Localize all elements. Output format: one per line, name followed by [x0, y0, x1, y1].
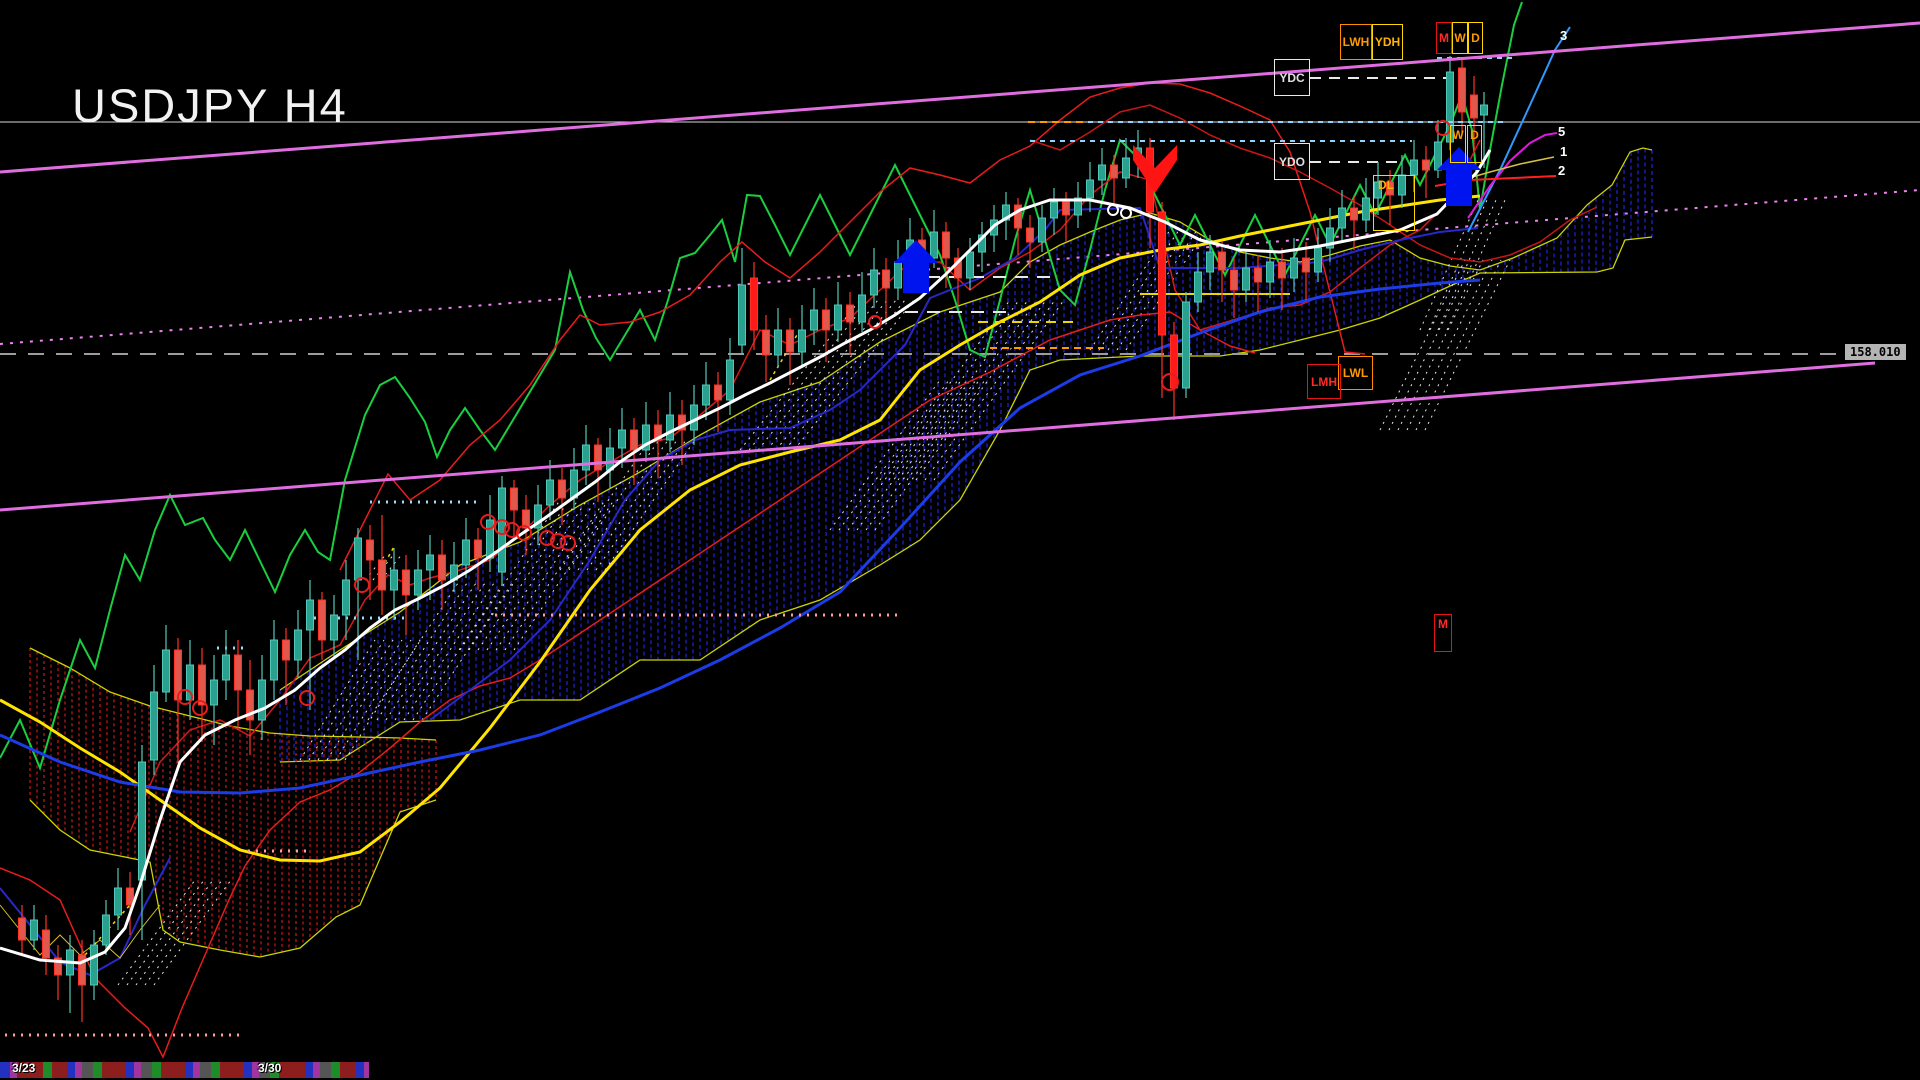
lwl-label-box[interactable]: LWL [1338, 356, 1373, 390]
monthly-marker-box[interactable]: M [1434, 614, 1452, 652]
channel-upper [0, 21, 1920, 174]
date-label-2[interactable]: 3/30 [258, 1061, 282, 1075]
ydo-label-box[interactable]: YDO [1274, 143, 1310, 180]
d-period-box-mid[interactable]: D [1467, 125, 1482, 163]
red-upper-band [339, 82, 1366, 571]
candles [18, 56, 1488, 1022]
d-period-box-top[interactable]: D [1468, 22, 1483, 54]
yellow-ma [0, 194, 1481, 863]
projection-label-3: 3 [1560, 28, 1568, 43]
channel-median-dotted [0, 189, 1920, 345]
sell-arrow-icon [1133, 145, 1177, 193]
projection-magenta-5 [1467, 132, 1558, 219]
red-lower-band [0, 311, 1256, 1059]
w-period-box-mid[interactable]: W [1450, 125, 1466, 163]
yellow-dash-b [84, 904, 131, 956]
buy-arrow-2-icon [1437, 147, 1481, 206]
projection-label-1: 1 [1560, 144, 1568, 159]
projection-label-5: 5 [1558, 124, 1566, 139]
yellow-dash-a [769, 329, 801, 381]
white-ma [0, 149, 1492, 965]
yellow-dash-c [377, 544, 396, 576]
lmh-label-box[interactable]: LMH [1307, 364, 1341, 399]
timeline-stripe[interactable] [0, 1062, 369, 1078]
buy-arrow-1-icon [894, 240, 938, 293]
blue-ma [0, 278, 1481, 795]
m-period-box-top[interactable]: M [1436, 22, 1452, 54]
channel-lower [0, 361, 1876, 512]
price-level-tag: 158.010 [1845, 344, 1906, 360]
lwh-label-box[interactable]: LWH [1340, 24, 1372, 60]
bear-kumo [29, 647, 437, 958]
projection-blue [1467, 26, 1571, 233]
ydc-label-box[interactable]: YDC [1274, 59, 1310, 96]
w-period-box-top[interactable]: W [1452, 22, 1468, 54]
date-label-1[interactable]: 3/23 [12, 1061, 36, 1075]
green-band [0, 1, 1523, 771]
dl-label-box[interactable]: DL [1373, 175, 1415, 231]
projection-label-2: 2 [1558, 163, 1566, 178]
red-band-2 [1029, 104, 1598, 263]
dotted-trend-fans [117, 199, 1511, 986]
projection-yellow-1 [1461, 156, 1555, 181]
ydh-label-box[interactable]: YDH [1372, 24, 1403, 60]
symbol-timeframe-title: USDJPY H4 [72, 79, 348, 132]
